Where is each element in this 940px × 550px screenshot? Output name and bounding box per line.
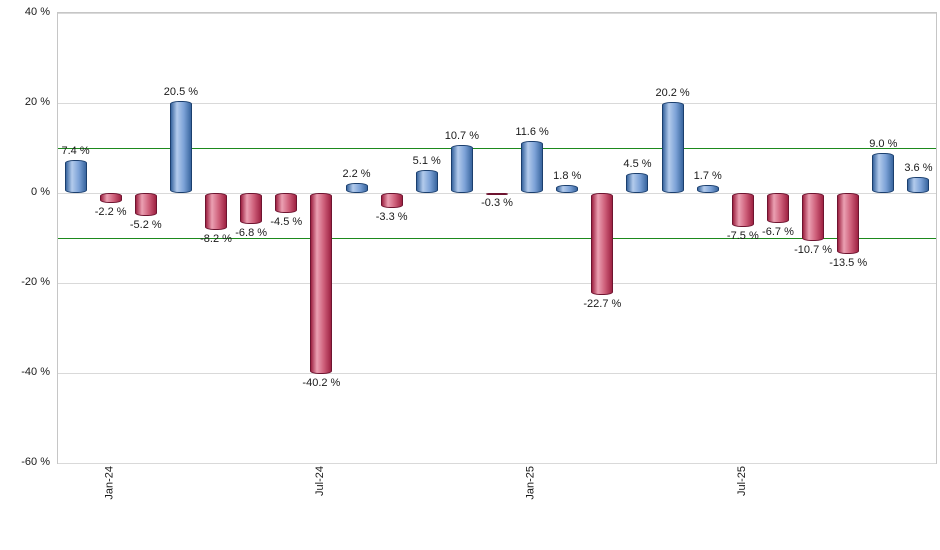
y-axis-label: 20 % <box>24 96 50 108</box>
bar-Aug-24[interactable] <box>345 183 368 193</box>
bar-Dec-23[interactable] <box>64 159 87 193</box>
x-axis-label: Jul-25 <box>735 466 748 496</box>
bar-value-label: -4.5 % <box>270 216 303 229</box>
bar-Nov-24[interactable] <box>450 144 473 193</box>
bar-Jan-24[interactable] <box>99 193 122 203</box>
bar-value-label: -10.7 % <box>794 244 833 257</box>
gridline--40 <box>58 373 936 374</box>
bar-value-label: -22.7 % <box>583 298 622 311</box>
y-axis-label: -40 % <box>21 366 50 378</box>
bar-value-label: -3.3 % <box>375 210 408 223</box>
threshold-line--10 <box>58 238 936 239</box>
bar-Sep-25[interactable] <box>802 193 825 242</box>
gridline--60 <box>58 463 936 464</box>
bar-value-label: -7.5 % <box>726 229 759 242</box>
bar-value-label: 3.6 % <box>904 161 933 174</box>
bar-value-label: 7.4 % <box>61 144 90 157</box>
y-axis-label: -60 % <box>21 456 50 468</box>
bar-Dec-25[interactable] <box>907 176 930 193</box>
bar-Jun-25[interactable] <box>696 185 719 193</box>
bar-value-label: -13.5 % <box>829 256 868 269</box>
bar-value-label: -40.2 % <box>302 376 341 389</box>
bar-value-label: -6.8 % <box>235 226 268 239</box>
bar-Jul-25[interactable] <box>731 193 754 227</box>
bar-Apr-24[interactable] <box>205 193 228 230</box>
bar-value-label: -2.2 % <box>94 205 127 218</box>
bar-Apr-25[interactable] <box>626 172 649 193</box>
bar-May-25[interactable] <box>661 102 684 193</box>
bar-value-label: 4.5 % <box>623 157 652 170</box>
y-axis-label: 0 % <box>31 186 50 198</box>
bar-Oct-24[interactable] <box>415 170 438 193</box>
x-axis-label: Jan-25 <box>525 466 538 500</box>
bar-Jun-24[interactable] <box>275 193 298 214</box>
bar-value-label: -6.7 % <box>762 226 794 239</box>
bar-value-label: 2.2 % <box>342 168 371 181</box>
bar-Jul-24[interactable] <box>310 193 333 374</box>
bar-Nov-25[interactable] <box>872 152 895 193</box>
bar-value-label: 20.5 % <box>163 85 199 98</box>
gridline-40 <box>58 13 936 14</box>
bar-Aug-25[interactable] <box>766 193 789 224</box>
bar-value-label: -0.3 % <box>481 197 513 210</box>
bar-value-label: -5.2 % <box>129 219 162 232</box>
bar-Mar-24[interactable] <box>169 100 192 193</box>
x-axis-label: Jan-24 <box>103 466 116 500</box>
bar-value-label: -8.2 % <box>200 232 232 245</box>
bar-value-label: 1.8 % <box>553 169 582 182</box>
bar-May-24[interactable] <box>240 193 263 224</box>
bar-value-label: 5.1 % <box>412 155 441 168</box>
bar-Feb-24[interactable] <box>134 193 157 217</box>
bar-Oct-25[interactable] <box>837 193 860 254</box>
gridline-20 <box>58 103 936 104</box>
plot-area: 7.4 % -2.2 % -5.2 % 20.5 % -8.2 % -6.8 % -4.5 … <box>57 12 937 464</box>
bar-value-label: 10.7 % <box>444 129 479 142</box>
gridline--20 <box>58 283 936 284</box>
bar-Jan-25[interactable] <box>521 140 544 193</box>
threshold-line-10 <box>58 148 936 149</box>
bar-value-label: 20.2 % <box>655 87 690 100</box>
bar-Sep-24[interactable] <box>380 193 403 208</box>
x-axis-label: Jul-24 <box>314 466 327 496</box>
bar-value-label: 9.0 % <box>869 137 898 150</box>
y-axis-label: 40 % <box>24 6 50 18</box>
bar-Dec-24[interactable] <box>486 193 508 195</box>
bar-Feb-25[interactable] <box>556 184 579 193</box>
y-axis-label: -20 % <box>21 276 50 288</box>
bar-Mar-25[interactable] <box>591 193 614 296</box>
bar-value-label: 1.7 % <box>693 170 722 183</box>
bar-value-label: 11.6 % <box>515 125 549 138</box>
